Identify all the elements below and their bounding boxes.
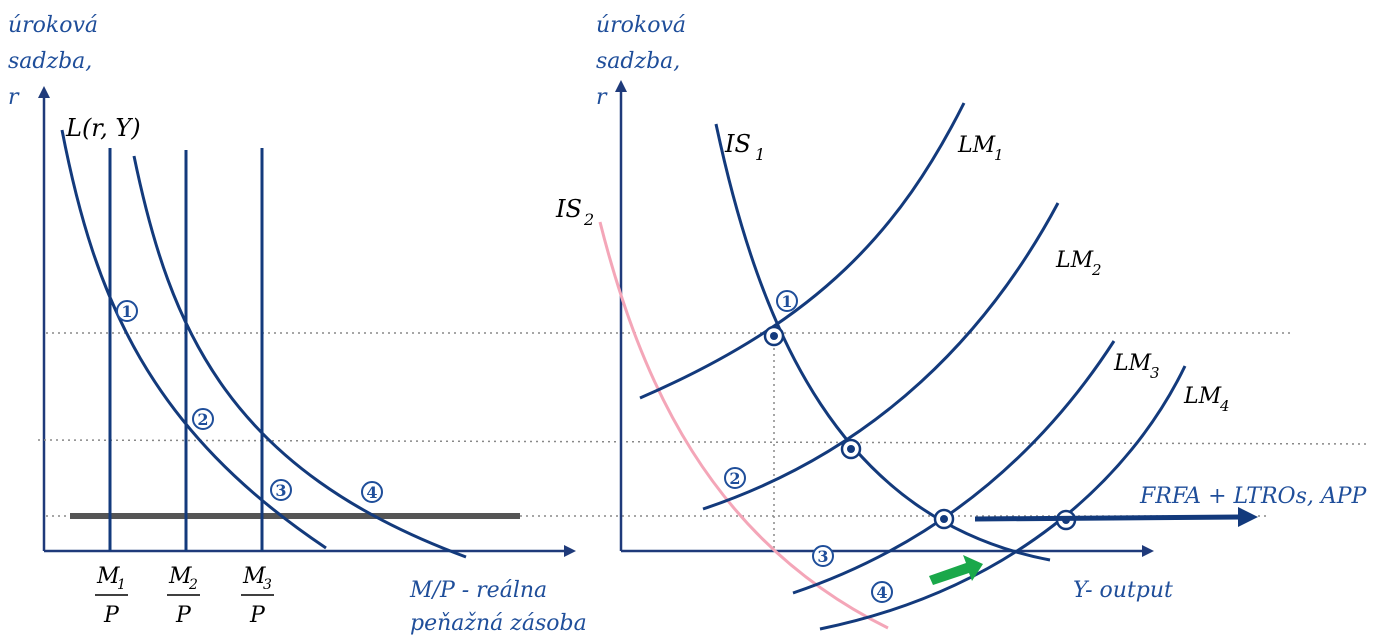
money-demand-curve-1	[60, 129, 327, 550]
svg-text:4: 4	[876, 583, 887, 602]
left-point-3: 3	[270, 479, 292, 501]
right-y-label: úroková sadzba, r	[596, 13, 693, 110]
is1-label: IS 1	[724, 130, 765, 164]
svg-text:M: M	[242, 564, 266, 589]
svg-text:4: 4	[1219, 397, 1230, 415]
svg-text:2: 2	[188, 577, 198, 593]
supply-label-2: M 2 P	[167, 564, 200, 628]
svg-text:2: 2	[583, 210, 594, 229]
right-x-label: Y- output	[1073, 578, 1173, 603]
left-point-4: 4	[361, 481, 383, 503]
lm1-label: LM 1	[957, 133, 1004, 164]
svg-text:M: M	[96, 564, 120, 589]
right-panel: úroková sadzba, r IS 1 IS 2 LM 1 LM	[555, 13, 1368, 631]
svg-text:1: 1	[121, 302, 132, 321]
svg-text:1: 1	[994, 146, 1004, 164]
svg-text:1: 1	[755, 145, 765, 164]
is2-curve	[598, 221, 889, 630]
svg-text:4: 4	[366, 483, 377, 502]
supply-label-3: M 3 P	[241, 564, 274, 628]
guide-rate-2	[37, 439, 1371, 445]
lm4-label: LM 4	[1183, 384, 1230, 415]
svg-text:1: 1	[117, 577, 126, 593]
svg-text:P: P	[249, 603, 266, 628]
left-point-1: 1	[116, 300, 138, 322]
is2-label: IS 2	[555, 195, 594, 229]
supply-label-1: M 1 P	[95, 564, 128, 628]
lm2-curve	[702, 202, 1060, 511]
equilibrium-marker-3	[933, 508, 955, 530]
lm3-label: LM 3	[1113, 351, 1160, 382]
left-x-label: M/P - reálna peňažná zásoba	[409, 578, 587, 636]
money-demand-curve-2	[132, 155, 467, 559]
svg-text:LM: LM	[1113, 351, 1152, 376]
svg-text:3: 3	[817, 547, 828, 566]
right-point-3: 3	[812, 545, 834, 567]
right-point-4: 4	[871, 581, 893, 603]
policy-label: FRFA + LTROs, APP	[1139, 484, 1368, 509]
svg-text:P: P	[103, 603, 120, 628]
svg-text:P: P	[175, 603, 192, 628]
svg-text:LM: LM	[1055, 248, 1094, 273]
money-demand-label: L(r, Y)	[65, 114, 141, 142]
svg-text:3: 3	[263, 577, 272, 593]
svg-text:2: 2	[1091, 261, 1102, 279]
svg-text:LM: LM	[957, 133, 996, 158]
svg-text:2: 2	[197, 410, 208, 429]
policy-arrow	[974, 507, 1258, 527]
equilibrium-marker-2	[840, 438, 862, 460]
is1-curve	[714, 123, 1051, 562]
green-shift-arrow	[929, 555, 983, 585]
svg-text:1: 1	[781, 292, 792, 311]
right-point-2: 2	[724, 467, 746, 489]
lm4-curve	[819, 365, 1187, 631]
right-point-1: 1	[776, 290, 798, 312]
equilibrium-marker-1	[763, 325, 785, 347]
lm1-curve	[639, 102, 966, 400]
svg-text:LM: LM	[1183, 384, 1222, 409]
svg-text:3: 3	[275, 481, 286, 500]
svg-text:2: 2	[729, 469, 740, 488]
lm3-curve	[792, 340, 1116, 595]
svg-text:IS: IS	[555, 195, 582, 223]
left-y-label: úroková sadzba, r	[8, 13, 105, 110]
lm2-label: LM 2	[1055, 248, 1102, 279]
svg-text:M: M	[168, 564, 192, 589]
left-point-2: 2	[192, 408, 214, 430]
left-panel: úroková sadzba, r L(r, Y) 1 2 3	[8, 13, 1371, 636]
svg-text:IS: IS	[724, 130, 751, 158]
svg-text:3: 3	[1150, 364, 1160, 382]
